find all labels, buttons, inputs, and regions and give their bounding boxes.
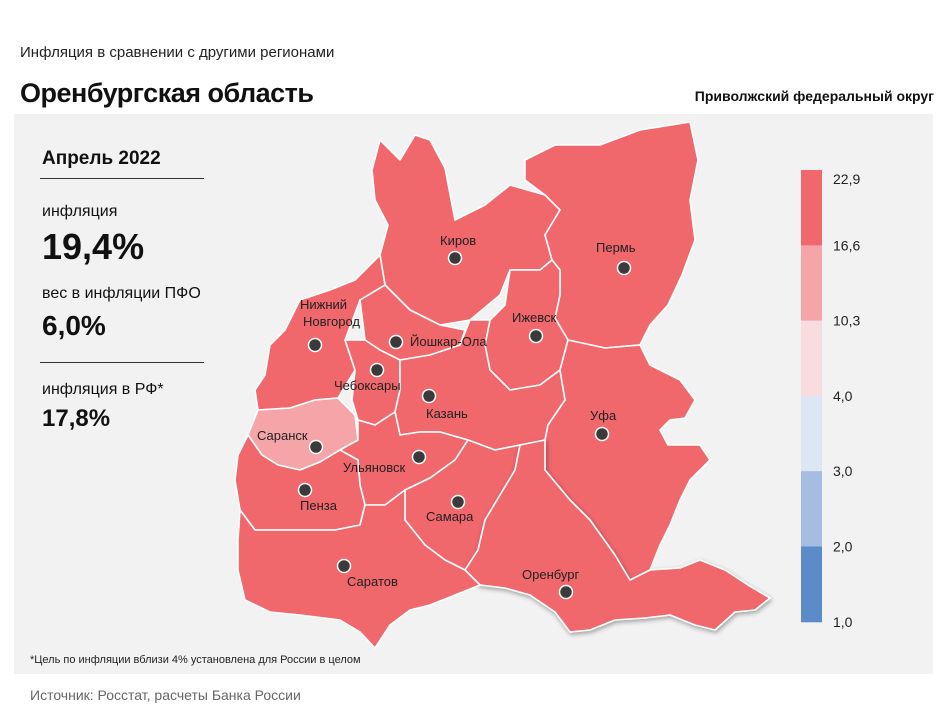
legend-tick-label: 1,0 xyxy=(833,614,853,630)
city-marker xyxy=(447,250,463,266)
legend-swatch xyxy=(801,395,822,472)
city-label: Киров xyxy=(440,233,476,248)
city-label: Йошкар-Ола xyxy=(410,334,487,349)
city-label: Уфа xyxy=(590,408,617,423)
footnote: *Цель по инфляции вблизи 4% установлена … xyxy=(30,654,361,666)
city-marker xyxy=(616,260,632,276)
divider-top xyxy=(40,178,204,179)
city-marker xyxy=(594,426,610,442)
city-marker xyxy=(421,388,437,404)
legend-tick-label: 10,3 xyxy=(833,313,860,329)
inflation-value: 19,4% xyxy=(42,226,145,267)
city-marker xyxy=(297,482,313,498)
city-label: Саранск xyxy=(257,428,308,443)
region-title: Оренбургская область xyxy=(20,78,314,108)
city-label: Казань xyxy=(426,406,468,421)
city-marker xyxy=(388,334,404,350)
city-label: Чебоксары xyxy=(334,378,401,393)
divider-bottom xyxy=(40,362,204,363)
city-label: Нижний Новгород xyxy=(300,297,360,329)
city-label: Саратов xyxy=(347,574,398,589)
rf-inflation-value: 17,8% xyxy=(42,405,111,432)
city-label: Пермь xyxy=(596,240,636,255)
city-marker xyxy=(307,337,323,353)
city-label: Оренбург xyxy=(522,567,579,582)
city-label: Самара xyxy=(426,509,474,524)
color-legend: 22,9 16,6 10,3 4,0 3,0 2,0 1,0 xyxy=(801,170,860,630)
legend-tick-label: 3,0 xyxy=(833,463,853,479)
legend-tick-label: 16,6 xyxy=(833,237,860,253)
weight-value: 6,0% xyxy=(42,310,106,341)
weight-label: вес в инфляции ПФО xyxy=(42,285,201,302)
legend-swatch xyxy=(801,471,822,547)
city-label: Ульяновск xyxy=(343,460,405,475)
district-name: Приволжский федеральный округ xyxy=(694,88,934,104)
source-note: Источник: Росстат, расчеты Банка России xyxy=(30,687,301,703)
legend-tick-label: 22,9 xyxy=(833,171,860,187)
legend-swatch xyxy=(801,245,822,322)
city-marker xyxy=(308,439,324,455)
legend-swatch xyxy=(801,320,822,397)
chart-subtitle: Инфляция в сравнении с другими регионами xyxy=(20,44,335,61)
city-label: Пенза xyxy=(300,498,338,513)
city-marker xyxy=(411,449,427,465)
city-marker xyxy=(336,558,352,574)
legend-swatch xyxy=(801,546,822,623)
city-marker xyxy=(369,362,385,378)
inflation-label: инфляция xyxy=(42,203,118,220)
city-marker xyxy=(528,328,544,344)
city-marker xyxy=(558,584,574,600)
legend-tick-label: 4,0 xyxy=(833,388,853,404)
legend-tick-label: 2,0 xyxy=(833,539,853,555)
legend-swatch xyxy=(801,170,822,246)
region-saratov xyxy=(237,489,481,649)
city-marker xyxy=(450,494,466,510)
period-label: Апрель 2022 xyxy=(42,148,161,169)
rf-inflation-label: инфляция в РФ* xyxy=(42,381,164,398)
city-label: Ижевск xyxy=(512,310,557,325)
